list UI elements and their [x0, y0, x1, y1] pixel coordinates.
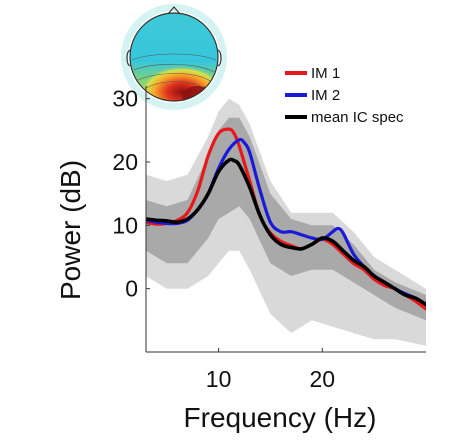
right-ear-outline [217, 49, 222, 67]
legend-label-3: mean IC spec [311, 109, 404, 126]
head-outline [129, 12, 219, 102]
y-axis-label: Power (dB) [55, 160, 86, 300]
series-layer [146, 127, 426, 311]
series-line-1 [146, 127, 426, 311]
spread-band-inner [146, 117, 426, 321]
ticks-layer: 0 10 20 30 10 20 [112, 86, 335, 392]
y-tick-label: 0 [125, 276, 138, 302]
legend-label-1: IM 1 [311, 65, 340, 82]
scalp-topomap [121, 4, 227, 110]
plot-area [146, 98, 426, 346]
nose-outline [167, 6, 181, 15]
x-tick-label: 20 [309, 366, 335, 392]
legend: IM 1 IM 2 mean IC spec [285, 65, 404, 126]
legend-label-2: IM 2 [311, 87, 340, 104]
x-axis-label: Frequency (Hz) [184, 402, 377, 433]
series-line-3 [146, 157, 426, 307]
x-tick-label: 10 [206, 366, 232, 392]
y-tick-label: 20 [112, 149, 138, 175]
topomap-hotspot [140, 66, 218, 101]
left-ear-outline [126, 49, 131, 67]
y-tick-label: 30 [112, 86, 138, 112]
y-tick-label: 10 [112, 212, 138, 238]
